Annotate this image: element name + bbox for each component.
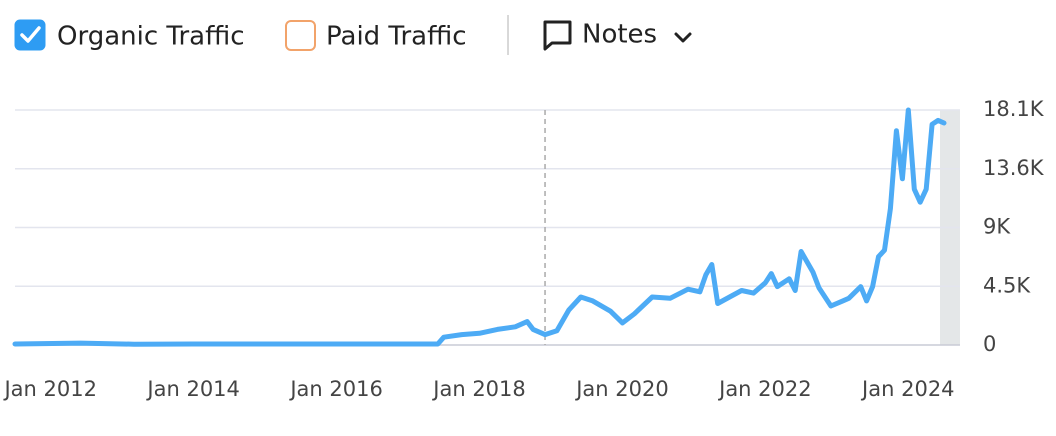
plot: 0 4.5K 9K 13.6K 18.1K Jan 2012 Jan 2014 Jan 201… [2,97,1044,401]
y-tick-label: 0 [983,332,996,356]
checkbox-paid[interactable] [285,20,316,51]
legend-label[interactable]: Organic Traffic [57,22,245,52]
notes-label[interactable]: Notes [582,20,657,50]
x-tick-label: Jan 2018 [431,377,526,401]
y-tick-label: 18.1K [983,97,1045,121]
notes-button[interactable]: Notes [543,20,692,51]
chevron [674,32,692,43]
checkmark [20,26,41,43]
y-tick-label: 4.5K [983,273,1031,297]
x-tick-label: Jan 2020 [574,377,669,401]
y-tick-label: 13.6K [983,156,1045,180]
notes-icon [543,20,572,51]
checkbox-organic[interactable] [14,19,46,51]
x-tick-label: Jan 2022 [717,377,812,401]
x-tick-label: Jan 2014 [145,377,240,401]
x-tick-label: Jan 2016 [288,377,383,401]
x-tick-label: Jan 2024 [860,377,955,401]
legend: Organic Traffic Paid Traffic Notes [14,15,692,55]
legend-label[interactable]: Paid Traffic [326,22,467,52]
x-tick-label: Jan 2012 [2,377,97,401]
y-tick-label: 9K [983,215,1011,239]
traffic-line [12,107,947,347]
